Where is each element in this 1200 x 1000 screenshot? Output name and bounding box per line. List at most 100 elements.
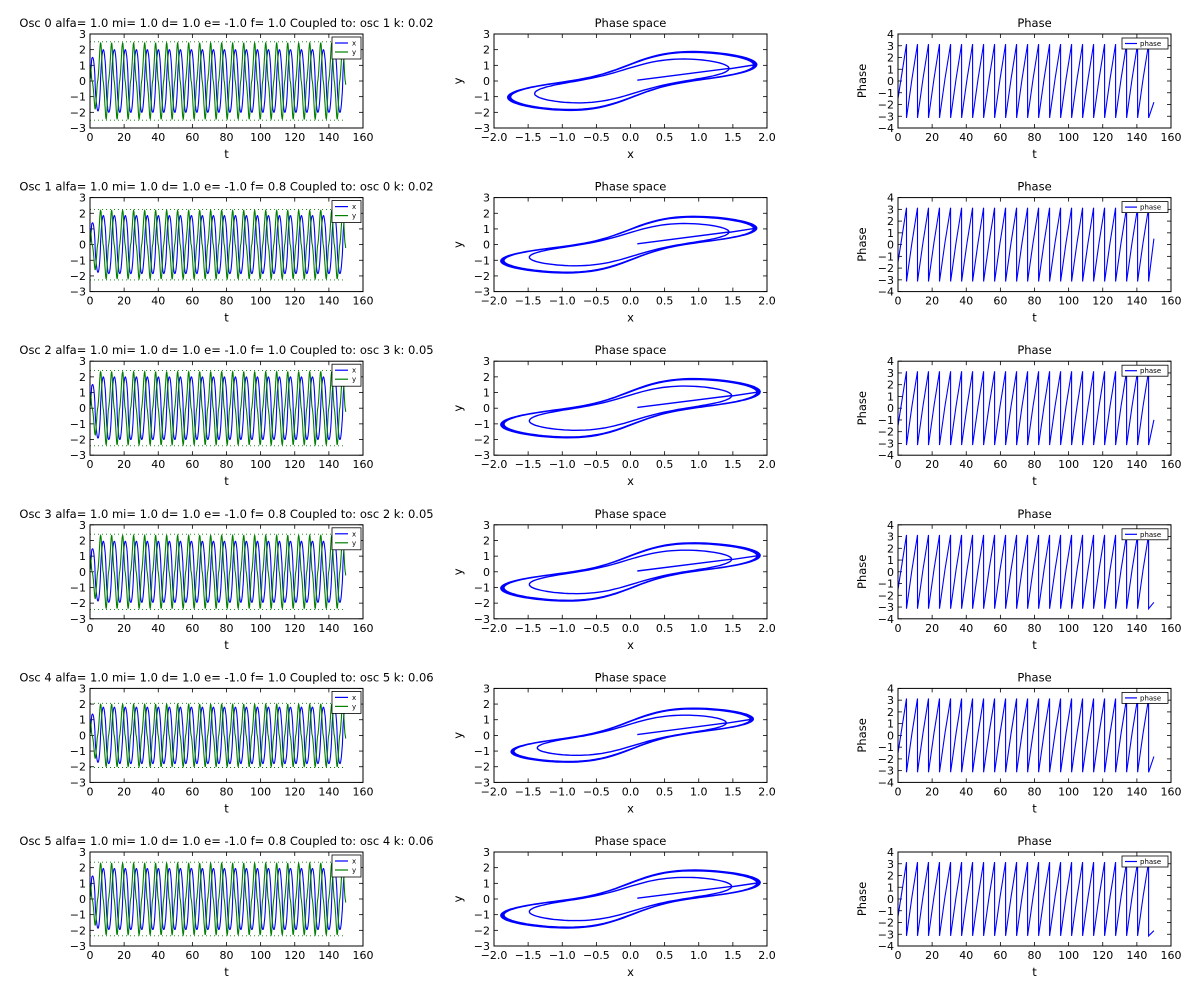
x-tick-label: −1.5: [515, 131, 542, 144]
y-axis-label: y: [451, 77, 465, 84]
x-tick-label: 0.0: [622, 458, 640, 471]
x-tick-label: 0: [895, 622, 902, 635]
legend: phase: [1121, 37, 1169, 50]
axes-frame: [493, 197, 768, 293]
x-tick-label: 100: [250, 458, 271, 471]
x-tick-label: 40: [959, 785, 973, 798]
x-tick-label: 140: [1126, 295, 1147, 308]
y-tick-label: −2: [70, 924, 86, 937]
x-tick-label: 60: [185, 622, 199, 635]
x-tick-label: 60: [993, 949, 1007, 962]
x-tick-label: 100: [250, 131, 271, 144]
legend: phase: [1121, 364, 1169, 377]
phase-space-chart: −2.0 −1.5 −1.0 −0.5 0.0 0.5 1.0 1.5 2.0 −3 −2 −1 0 1 2…: [451, 180, 776, 325]
x-tick-label: 160: [353, 949, 374, 962]
x-tick-label: −2.0: [481, 622, 508, 635]
x-axis-label: t: [1032, 801, 1037, 815]
x-tick-label: 2.0: [758, 458, 776, 471]
axes-title: Phase: [1017, 343, 1051, 357]
x-tick-label: 0.0: [622, 295, 640, 308]
x-tick-label: 1.0: [690, 785, 708, 798]
plot-area: [898, 371, 1155, 446]
x-tick-label: 40: [151, 622, 165, 635]
phase-line: [898, 371, 1155, 446]
y-tick-label: 0: [483, 402, 490, 415]
x-tick-label: 20: [117, 622, 131, 635]
legend-label-y: y: [352, 703, 356, 711]
y-tick-label: −2: [70, 270, 86, 283]
x-tick-label: −1.5: [515, 458, 542, 471]
x-tick-label: 20: [925, 622, 939, 635]
series-x-line: [90, 867, 347, 931]
y-tick-label: −2: [878, 917, 894, 930]
x-tick-label: 0: [87, 949, 94, 962]
legend-label-y: y: [352, 49, 356, 57]
legend-label-y: y: [352, 867, 356, 875]
x-tick-label: −0.5: [583, 622, 610, 635]
legend: xy: [331, 527, 362, 551]
x-tick-label: 60: [993, 131, 1007, 144]
x-tick-label: 140: [318, 622, 339, 635]
y-tick-label: 3: [887, 694, 894, 707]
x-tick-label: 100: [1058, 949, 1079, 962]
y-tick-label: 3: [483, 28, 490, 41]
legend-label-phase: phase: [1140, 367, 1161, 375]
plot-area: [898, 698, 1155, 773]
x-axis-label: x: [627, 801, 634, 815]
trajectory-line: [506, 50, 758, 112]
x-tick-label: 120: [1092, 295, 1113, 308]
legend-box: [331, 527, 362, 551]
x-tick-label: 160: [353, 622, 374, 635]
y-tick-label: −1: [474, 91, 490, 104]
phase-line: [898, 534, 1155, 611]
legend-box: [1121, 528, 1169, 541]
series-x-line: [90, 376, 347, 441]
legend: phase: [1121, 528, 1169, 541]
y-tick-label: 1: [79, 59, 86, 72]
x-tick-label: 0.0: [622, 622, 640, 635]
axes-frame: [897, 851, 1172, 947]
y-tick-label: −1: [878, 578, 894, 591]
series-y-line: [90, 861, 347, 937]
x-tick-label: 0.5: [656, 295, 674, 308]
y-tick-label: 3: [887, 40, 894, 53]
y-tick-label: 0: [483, 75, 490, 88]
axes-frame: [897, 360, 1172, 456]
x-axis-label: x: [627, 638, 634, 652]
y-tick-label: 2: [79, 534, 86, 547]
x-tick-label: 120: [1092, 458, 1113, 471]
x-tick-label: 100: [1058, 458, 1079, 471]
x-tick-label: 160: [1161, 949, 1182, 962]
y-tick-label: 0: [483, 566, 490, 579]
phase-space-chart: −2.0 −1.5 −1.0 −0.5 0.0 0.5 1.0 1.5 2.0 −3 −2 −1 0 1 2…: [451, 507, 776, 652]
legend-label-x: x: [352, 858, 356, 866]
legend: xy: [331, 363, 362, 387]
x-tick-label: −1.5: [515, 622, 542, 635]
x-tick-label: 140: [318, 131, 339, 144]
y-tick-label: 1: [79, 877, 86, 890]
series-y-line: [90, 41, 347, 121]
phase-line: [898, 698, 1155, 773]
y-tick-label: 3: [79, 355, 86, 368]
x-tick-label: 80: [220, 949, 234, 962]
x-tick-label: 160: [353, 295, 374, 308]
trajectory-line: [500, 215, 758, 274]
axes-frame: [897, 687, 1172, 783]
phase-space-chart: −2.0 −1.5 −1.0 −0.5 0.0 0.5 1.0 1.5 2.0 −3 −2 −1 0 1 2…: [451, 343, 776, 488]
x-tick-label: 80: [1028, 949, 1042, 962]
axes-title: Osc 1 alfa= 1.0 mi= 1.0 d= 1.0 e= -1.0 f…: [19, 180, 433, 194]
y-axis-label: Phase: [855, 391, 869, 425]
y-tick-label: −3: [70, 122, 86, 135]
x-tick-label: 80: [220, 295, 234, 308]
x-tick-label: −1.0: [549, 458, 576, 471]
x-tick-label: 80: [220, 131, 234, 144]
y-tick-label: −1: [474, 418, 490, 431]
x-tick-label: −2.0: [481, 295, 508, 308]
legend-label-phase: phase: [1140, 204, 1161, 212]
x-tick-label: 120: [1092, 949, 1113, 962]
axes-title: Osc 4 alfa= 1.0 mi= 1.0 d= 1.0 e= -1.0 f…: [19, 670, 433, 684]
y-tick-label: −3: [878, 110, 894, 123]
legend-label-x: x: [352, 203, 356, 211]
